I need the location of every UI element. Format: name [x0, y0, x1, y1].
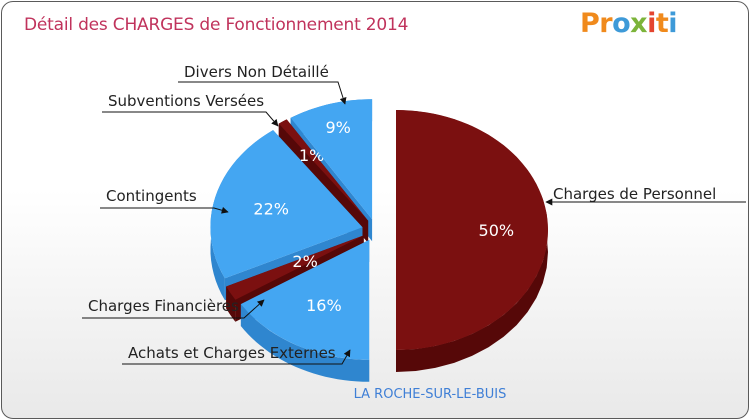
leader-line-1 [122, 349, 351, 365]
slice-label-5: Divers Non Détaillé [184, 63, 329, 81]
proxiti-logo: Proxiti [580, 8, 678, 39]
pie-slice-charges-de-personnel [396, 110, 548, 350]
slice-label-4: Subventions Versées [108, 92, 264, 110]
leader-line-2 [82, 299, 265, 319]
pct-label-2: 2% [292, 252, 317, 271]
pie-slice-charges-financi-res [226, 235, 364, 300]
leader-line-3 [100, 206, 229, 214]
pct-label-1: 16% [306, 296, 342, 315]
leader-line-5 [178, 81, 347, 105]
slice-label-0: Charges de Personnel [553, 185, 716, 203]
pie-slice-contingents [210, 130, 363, 279]
location-label: LA ROCHE-SUR-LE-BUIS [353, 387, 507, 402]
slice-label-1: Achats et Charges Externes [128, 344, 336, 362]
pct-label-3: 22% [253, 200, 289, 219]
leader-line-4 [102, 111, 279, 127]
slice-label-3: Contingents [106, 187, 197, 205]
pie-slice-wall-2-1 [226, 235, 364, 309]
pie-slice-achats-et-charges-externes [240, 239, 370, 360]
chart-title: Détail des CHARGES de Fonctionnement 201… [24, 15, 409, 35]
slice-label-2: Charges Financières [88, 297, 239, 315]
pct-label-0: 50% [479, 221, 515, 240]
pie-slice-divers-non-d-taill- [290, 99, 373, 220]
pie-slice-side-1 [240, 304, 370, 382]
pie-slice-subventions-vers-es [278, 119, 369, 221]
pct-label-5: 9% [326, 118, 351, 137]
